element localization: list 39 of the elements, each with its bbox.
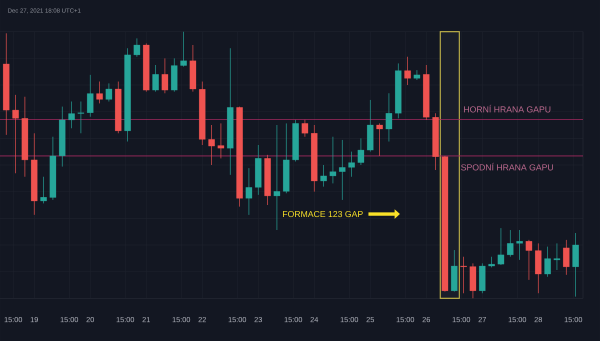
annotation: FORMACE 123 GAP [282,210,363,218]
candlestick [554,243,560,270]
candlestick [526,240,532,280]
candlestick [358,138,364,166]
candlestick [404,56,411,86]
ref-line-label: HORNÍ HRANA GAPU [464,104,550,112]
candlestick [516,230,523,260]
candlestick [162,58,168,94]
candlestick [535,243,542,294]
candlestick [180,31,187,67]
candlestick [414,70,420,80]
candlestick [563,240,570,276]
candlestick [78,101,84,134]
candlestick [376,123,383,156]
candlestick [330,136,336,184]
candlestick [134,38,140,58]
candlestick [348,151,355,178]
candlestick [386,92,392,142]
candlestick [96,81,103,104]
candlestick [507,230,514,258]
candlestick [339,140,346,200]
candlestick [460,256,467,294]
ref-line-label: SPODNÍ HRANA GAPU [461,162,553,170]
candlestick [246,168,252,216]
candlestick [320,164,327,187]
candlestick [208,124,215,166]
candlestick [106,83,112,102]
candlestick [544,246,551,278]
candlestick [274,124,280,230]
candlestick [498,228,504,266]
candlestick [302,120,308,138]
candlestick [68,101,75,129]
candlestick [488,256,495,268]
candlestick [87,74,94,118]
candlestick [40,176,47,204]
candlestick [218,123,224,159]
candlestick [152,64,159,92]
candlestick [572,232,579,298]
candlestick [12,94,19,174]
